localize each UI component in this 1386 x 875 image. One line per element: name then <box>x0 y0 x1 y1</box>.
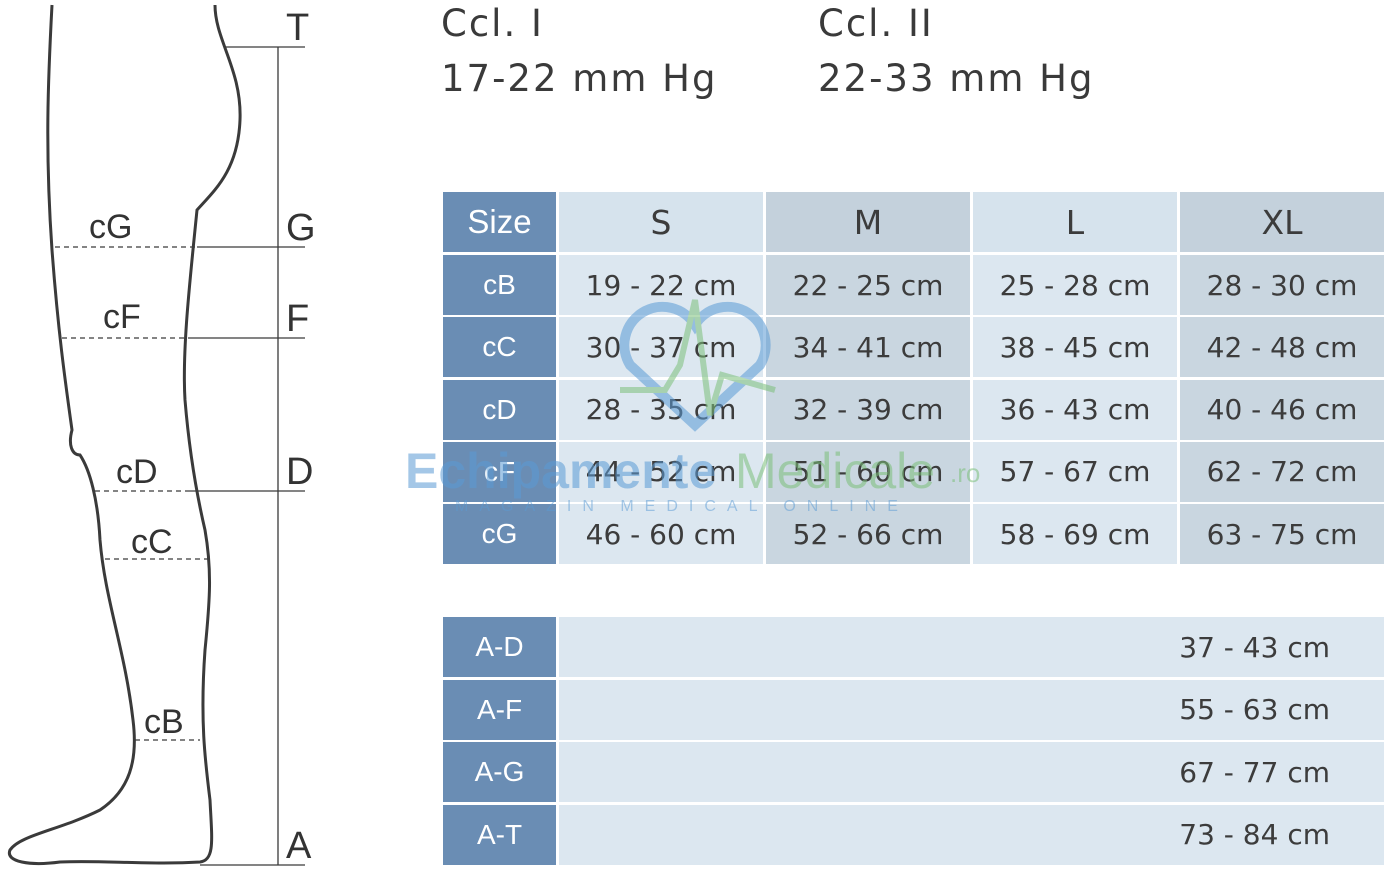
point-label: T <box>286 7 309 49</box>
table-cell: 28 - 30 cm <box>1180 255 1384 315</box>
table-cell: 34 - 41 cm <box>766 317 970 378</box>
class-name: Ccl. I <box>441 2 544 45</box>
header-cell: Size <box>443 192 556 252</box>
table-cell: 36 - 43 cm <box>973 379 1177 440</box>
table-cell: 51 - 60 cm <box>766 441 970 502</box>
table-cell: 57 - 67 cm <box>973 441 1177 502</box>
table-cell: 44 - 52 cm <box>559 441 763 502</box>
point-label: G <box>286 207 316 249</box>
table-cell: 38 - 45 cm <box>973 317 1177 378</box>
length-cell: 67 - 77 cm <box>559 742 1384 802</box>
class-pressure: 17-22 mm Hg <box>441 57 718 100</box>
circ-label: cG <box>89 208 132 246</box>
row-key: cD <box>443 379 556 440</box>
length-cell: 55 - 63 cm <box>559 679 1384 740</box>
length-cell: 73 - 84 cm <box>559 804 1384 865</box>
row-key: A-F <box>443 679 556 740</box>
table-cell: 63 - 75 cm <box>1180 504 1384 565</box>
table-cell: 22 - 25 cm <box>766 255 970 315</box>
table-cell: 62 - 72 cm <box>1180 441 1384 502</box>
leg-diagram: T G F D A cG cF cD cC cB <box>7 4 316 867</box>
row-key: cF <box>443 441 556 502</box>
circ-label: cC <box>131 523 173 561</box>
leg-outline <box>7 4 242 865</box>
table-cell: 42 - 48 cm <box>1180 317 1384 378</box>
circ-label: cF <box>103 298 141 336</box>
measure-lines <box>55 46 305 866</box>
row-key: A-G <box>443 742 556 802</box>
table-cell: 46 - 60 cm <box>559 504 763 565</box>
header-cell: M <box>766 192 970 252</box>
table-cell: 58 - 69 cm <box>973 504 1177 565</box>
table-cell: 32 - 39 cm <box>766 379 970 440</box>
point-label: A <box>286 825 312 867</box>
watermark-pulse <box>620 299 776 416</box>
header-cell: S <box>559 192 763 252</box>
row-key: cB <box>443 255 556 315</box>
length-cell: 37 - 43 cm <box>559 617 1384 677</box>
row-key: cG <box>443 504 556 565</box>
header-cell: L <box>973 192 1177 252</box>
table-cell: 40 - 46 cm <box>1180 379 1384 440</box>
table-cell: 25 - 28 cm <box>973 255 1177 315</box>
header-cell: XL <box>1180 192 1384 252</box>
row-key: A-T <box>443 804 556 865</box>
row-key: A-D <box>443 617 556 677</box>
class-name: Ccl. II <box>818 2 934 45</box>
point-label: F <box>286 298 309 340</box>
row-key: cC <box>443 317 556 378</box>
class-pressure: 22-33 mm Hg <box>818 57 1095 100</box>
watermark-logo <box>619 299 776 432</box>
watermark-heart <box>619 301 771 432</box>
circ-label: cB <box>144 703 184 741</box>
point-label: D <box>286 451 313 493</box>
table-cell: 52 - 66 cm <box>766 504 970 565</box>
table-cell: 30 - 37 cm <box>559 317 763 378</box>
circ-label: cD <box>116 453 158 491</box>
